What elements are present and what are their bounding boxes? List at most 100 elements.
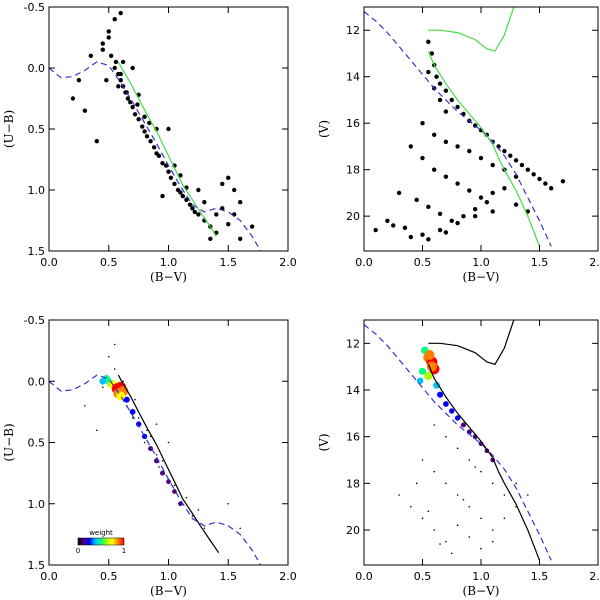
data-point [116, 84, 121, 89]
data-point [178, 190, 183, 195]
x-tick-label: 2.0 [589, 256, 600, 269]
data-point [537, 176, 542, 182]
weighted-point [454, 415, 461, 421]
data-point [433, 470, 436, 473]
data-point [519, 162, 525, 168]
data-point [421, 517, 424, 520]
data-point [421, 459, 424, 461]
data-point [513, 202, 519, 207]
data-point [420, 120, 425, 126]
data-point [449, 97, 454, 103]
data-point [238, 200, 243, 205]
x-axis-label: (B−V) [150, 270, 187, 284]
data-point [391, 223, 396, 228]
data-point [426, 39, 431, 45]
data-point [203, 527, 206, 530]
data-point [238, 236, 243, 241]
data-point [136, 117, 141, 122]
data-point [100, 41, 105, 46]
data-point [426, 204, 431, 210]
data-point [146, 429, 148, 432]
data-point [118, 78, 123, 83]
data-point [455, 144, 460, 149]
x-tick-label: 1.5 [531, 256, 549, 269]
data-point [396, 190, 402, 196]
series-line [49, 374, 262, 565]
data-point [527, 494, 529, 496]
data-point [408, 144, 413, 149]
data-point [472, 206, 478, 212]
weighted-point [443, 401, 449, 407]
data-point [434, 74, 439, 79]
data-point [462, 498, 465, 501]
x-tick-label: 2.0 [279, 570, 297, 583]
weighted-point [460, 422, 466, 428]
series-line [49, 61, 262, 251]
colorbar-label: weight [89, 529, 113, 537]
data-point [166, 169, 171, 174]
data-point [130, 65, 135, 71]
data-point [160, 160, 165, 166]
x-tick-label: 1.5 [220, 256, 238, 269]
y-tick-label: 14 [346, 384, 360, 397]
data-point [118, 10, 123, 16]
data-point [480, 547, 482, 550]
data-point [187, 202, 193, 207]
data-point [472, 213, 478, 219]
y-tick-label: 20 [346, 210, 360, 223]
data-point [445, 540, 447, 543]
y-tick-label: -0.5 [24, 1, 45, 14]
data-point [151, 145, 157, 150]
data-point [140, 124, 145, 129]
x-tick-label: 0.5 [414, 570, 432, 583]
weighted-point [424, 350, 435, 360]
plot-area [364, 320, 552, 561]
y-tick-label: -0.5 [24, 314, 45, 327]
data-point [197, 509, 200, 511]
data-point [461, 213, 466, 219]
weighted-point [418, 367, 427, 375]
weighted-point [123, 396, 130, 403]
x-tick-label: 1.0 [472, 256, 490, 269]
data-point [106, 35, 111, 40]
data-point [249, 224, 255, 229]
series-line [428, 320, 515, 366]
data-point [455, 181, 460, 186]
data-point [455, 104, 460, 110]
data-point [433, 529, 436, 531]
data-point [455, 220, 460, 226]
weighted-point [449, 408, 455, 414]
data-point [420, 155, 425, 161]
data-point [398, 494, 400, 496]
data-point [108, 53, 114, 58]
data-point [168, 175, 174, 180]
x-tick-label: 0.5 [100, 256, 118, 269]
data-point [468, 536, 471, 538]
y-tick-label: 14 [346, 71, 360, 84]
x-tick-label: 1.5 [531, 570, 549, 583]
x-tick-label: 1.0 [472, 570, 490, 583]
data-point [450, 552, 453, 555]
data-point [445, 482, 447, 485]
weighted-point [437, 391, 444, 398]
y-tick-label: 20 [346, 524, 360, 537]
data-point [156, 153, 162, 159]
data-point [227, 502, 230, 505]
data-point [503, 517, 506, 520]
data-point [402, 225, 408, 230]
data-point [226, 175, 231, 180]
series-line [428, 7, 515, 52]
data-point [160, 193, 165, 199]
data-point [120, 59, 126, 65]
y-tick-label: 0.0 [28, 62, 46, 75]
data-point [439, 543, 441, 545]
data-point [147, 120, 152, 126]
data-point [373, 227, 378, 233]
x-axis-label: (B−V) [463, 584, 500, 598]
data-point [502, 148, 507, 154]
colorbar-min-label: 0 [76, 547, 80, 555]
data-point [437, 211, 443, 217]
series-line [427, 50, 541, 247]
data-point [449, 218, 454, 223]
